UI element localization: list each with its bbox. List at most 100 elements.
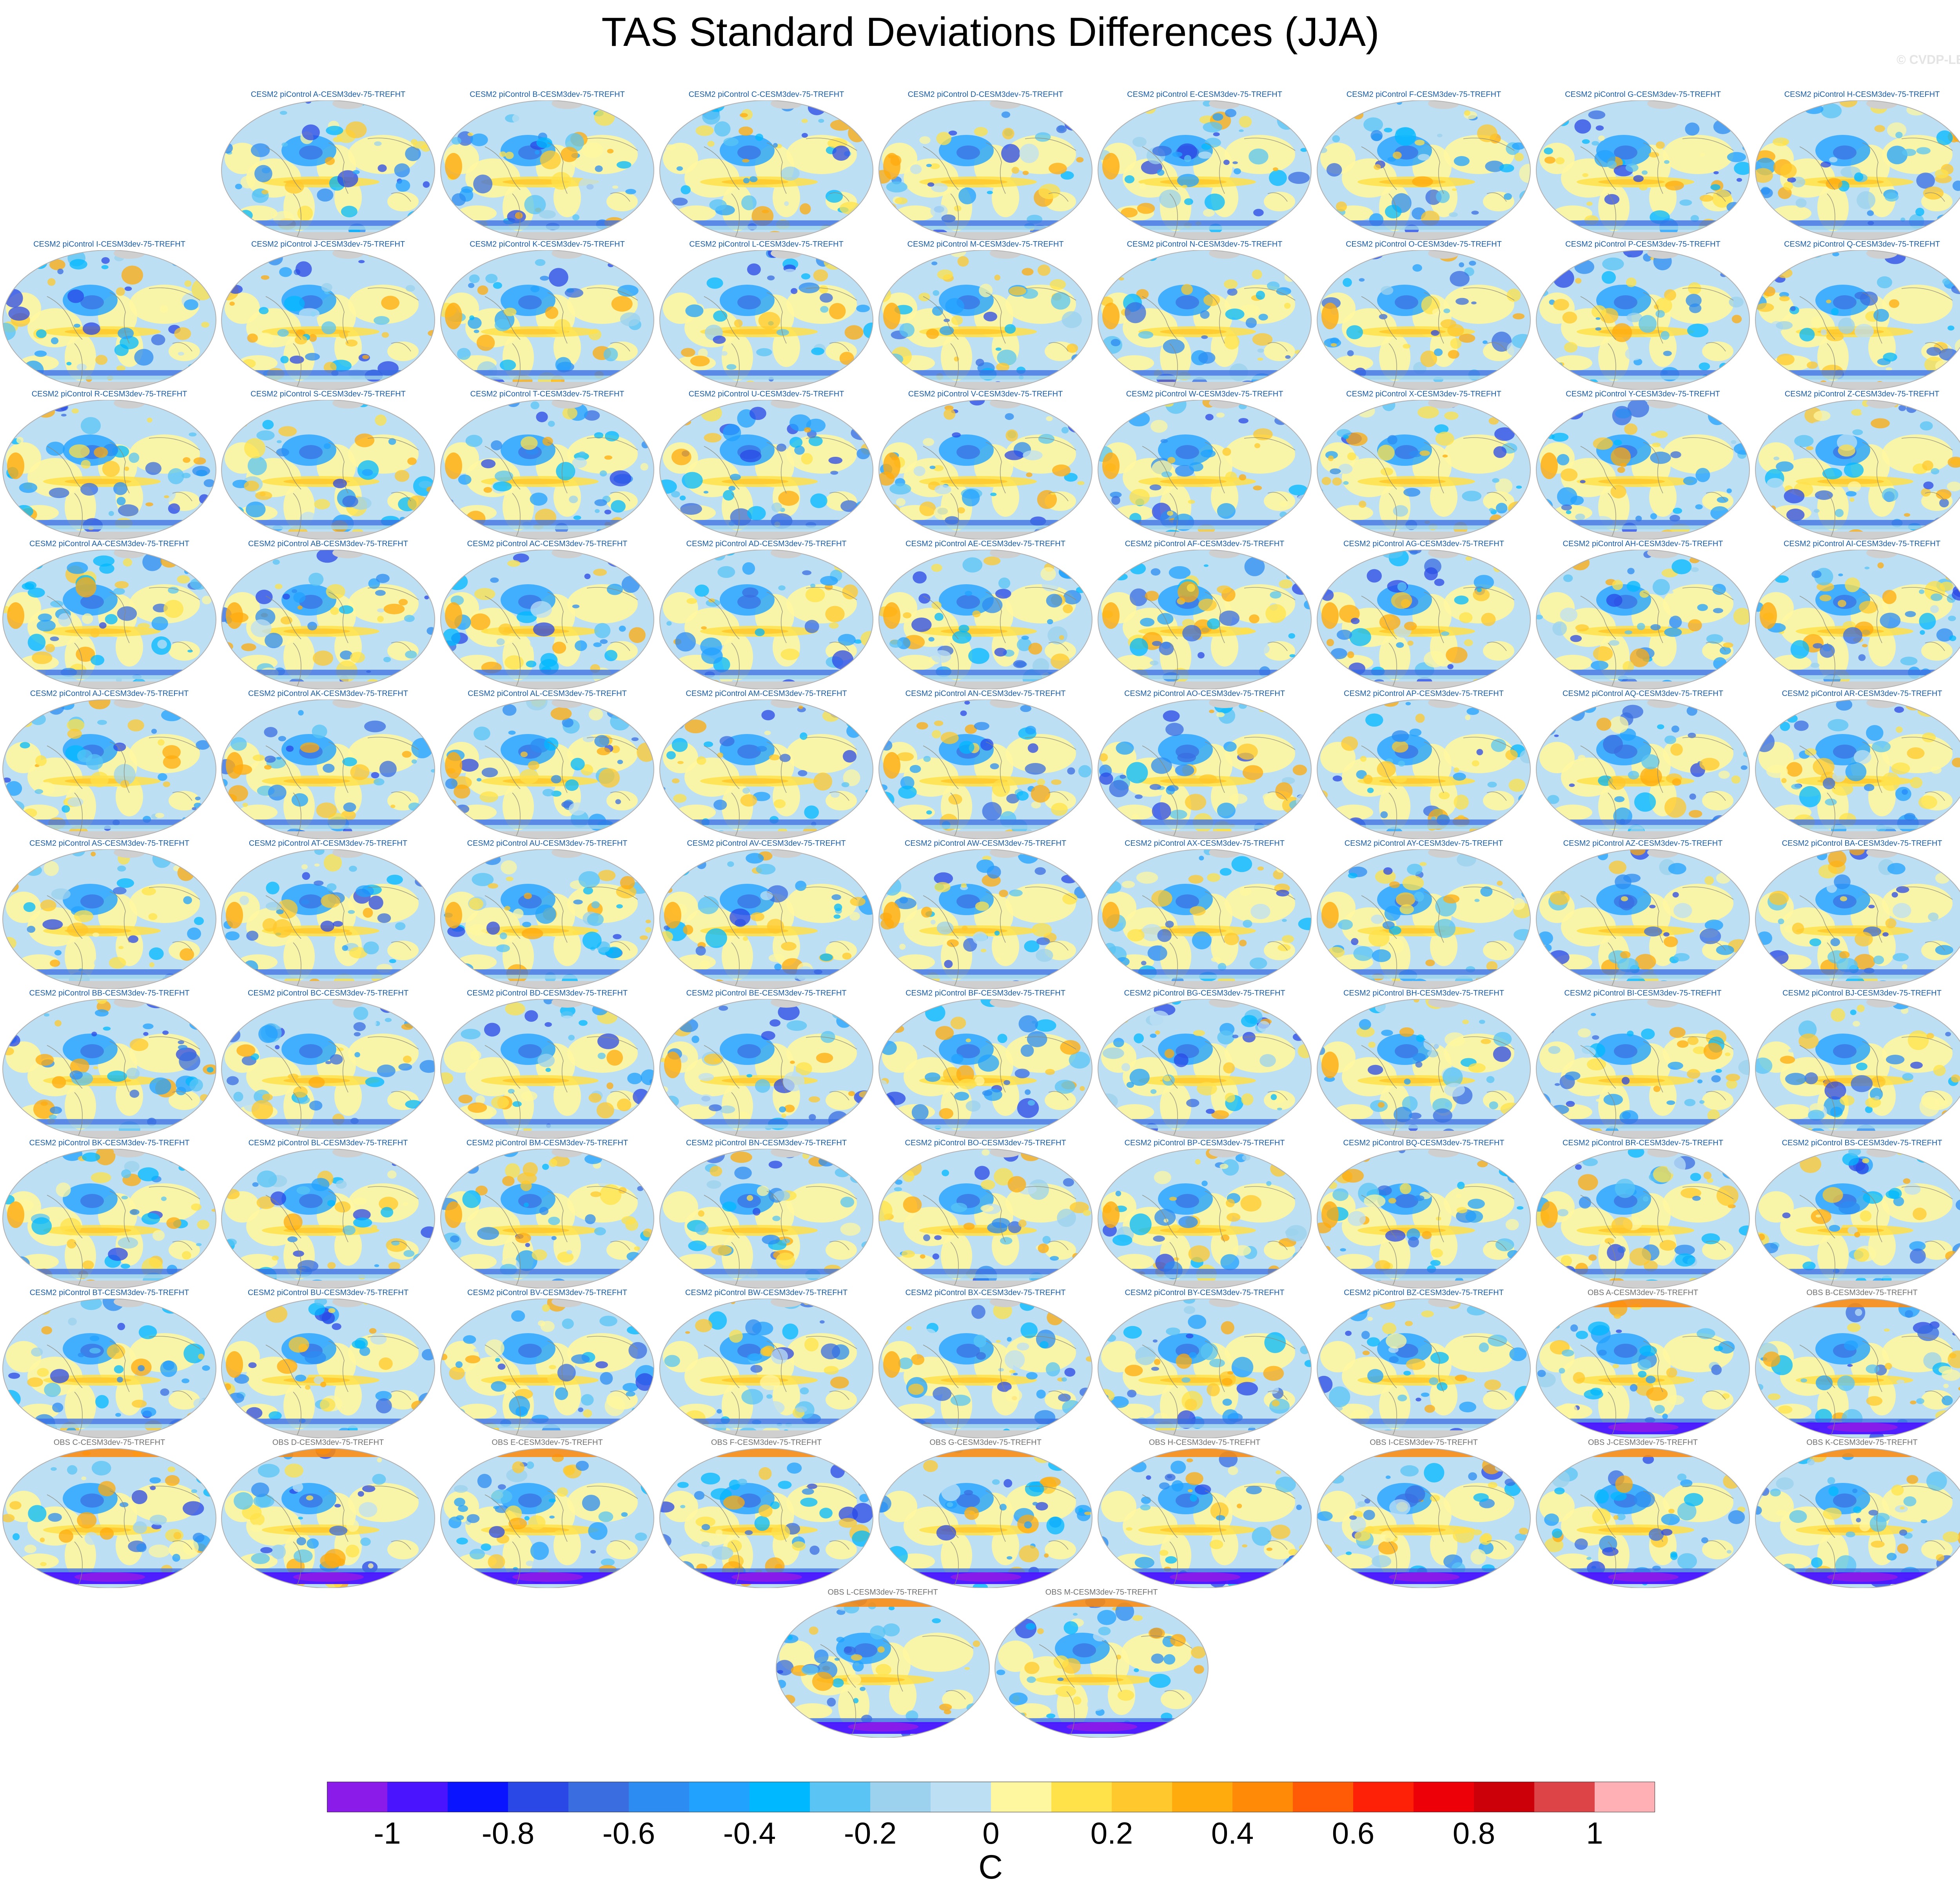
map-panel: CESM2 piControl BR-CESM3dev-75-TREFHT: [1534, 1138, 1752, 1288]
globe-map: [659, 1448, 873, 1588]
map-panel: CESM2 piControl O-CESM3dev-75-TREFHT: [1314, 239, 1533, 390]
panel-title: CESM2 piControl BX-CESM3dev-75-TREFHT: [905, 1288, 1066, 1297]
panel-title: OBS E-CESM3dev-75-TREFHT: [492, 1438, 603, 1447]
globe-map: [1098, 550, 1312, 689]
globe-map: [2, 400, 216, 540]
panel-title: CESM2 piControl AQ-CESM3dev-75-TREFHT: [1562, 689, 1724, 698]
panel-title: CESM2 piControl AP-CESM3dev-75-TREFHT: [1344, 689, 1504, 698]
panel-title: CESM2 piControl BQ-CESM3dev-75-TREFHT: [1343, 1139, 1504, 1147]
map-panel-grid: CESM2 piControl A-CESM3dev-75-TREFHT CESM…: [0, 89, 1960, 1738]
panel-title: OBS M-CESM3dev-75-TREFHT: [1045, 1588, 1158, 1597]
colorbar-bin: [689, 1782, 750, 1812]
colorbar-bin: [1051, 1782, 1112, 1812]
panel-title: CESM2 piControl U-CESM3dev-75-TREFHT: [688, 390, 844, 398]
globe-map: [1098, 250, 1312, 390]
colorbar-tick-label: -1: [374, 1816, 401, 1850]
map-panel: CESM2 piControl H-CESM3dev-75-TREFHT: [1753, 89, 1960, 240]
globe-map: [1317, 1448, 1531, 1588]
globe-map: [1098, 849, 1312, 989]
globe-map: [1536, 1149, 1750, 1288]
panel-title: CESM2 piControl G-CESM3dev-75-TREFHT: [1565, 90, 1721, 99]
colorbar-bin: [1414, 1782, 1474, 1812]
map-panel: CESM2 piControl N-CESM3dev-75-TREFHT: [1095, 239, 1314, 390]
map-panel: CESM2 piControl BT-CESM3dev-75-TREFHT: [0, 1288, 219, 1438]
map-panel: CESM2 piControl BO-CESM3dev-75-TREFHT: [876, 1138, 1095, 1288]
globe-map: [2, 1149, 216, 1288]
panel-title: CESM2 piControl BI-CESM3dev-75-TREFHT: [1564, 989, 1722, 997]
globe-map: [1536, 849, 1750, 989]
panel-title: CESM2 piControl BY-CESM3dev-75-TREFHT: [1125, 1288, 1285, 1297]
globe-map: [440, 1448, 654, 1588]
colorbar-bin: [568, 1782, 629, 1812]
map-panel: CESM2 piControl BA-CESM3dev-75-TREFHT: [1753, 838, 1960, 989]
panel-title: CESM2 piControl E-CESM3dev-75-TREFHT: [1127, 90, 1282, 99]
globe-map: [1536, 699, 1750, 839]
colorbar-bin: [1595, 1782, 1655, 1812]
map-panel: CESM2 piControl F-CESM3dev-75-TREFHT: [1314, 89, 1533, 240]
globe-map: [2, 1448, 216, 1588]
panel-title: CESM2 piControl AT-CESM3dev-75-TREFHT: [249, 839, 408, 848]
map-panel: CESM2 piControl G-CESM3dev-75-TREFHT: [1534, 89, 1752, 240]
globe-map: [1755, 250, 1960, 390]
panel-title: OBS L-CESM3dev-75-TREFHT: [828, 1588, 938, 1597]
globe-map: [878, 250, 1093, 390]
globe-map: [878, 849, 1093, 989]
map-panel: CESM2 piControl M-CESM3dev-75-TREFHT: [876, 239, 1095, 390]
globe-map: [878, 699, 1093, 839]
panel-title: CESM2 piControl AE-CESM3dev-75-TREFHT: [906, 540, 1065, 548]
map-panel: OBS H-CESM3dev-75-TREFHT: [1095, 1437, 1314, 1588]
panel-title: CESM2 piControl BN-CESM3dev-75-TREFHT: [686, 1139, 847, 1147]
globe-map: [1317, 849, 1531, 989]
colorbar-tick-label: 0.6: [1332, 1816, 1375, 1850]
panel-title: CESM2 piControl AL-CESM3dev-75-TREFHT: [468, 689, 627, 698]
map-panel: CESM2 piControl BE-CESM3dev-75-TREFHT: [657, 988, 876, 1139]
map-panel: CESM2 piControl A-CESM3dev-75-TREFHT: [219, 89, 437, 240]
globe-map: [659, 1299, 873, 1438]
map-panel: CESM2 piControl BH-CESM3dev-75-TREFHT: [1314, 988, 1533, 1139]
globe-map: [878, 550, 1093, 689]
colorbar-bin: [327, 1782, 388, 1812]
panel-title: CESM2 piControl J-CESM3dev-75-TREFHT: [251, 240, 405, 249]
globe-map: [1536, 999, 1750, 1139]
panel-title: CESM2 piControl BG-CESM3dev-75-TREFHT: [1124, 989, 1285, 997]
map-panel: CESM2 piControl Z-CESM3dev-75-TREFHT: [1753, 389, 1960, 540]
map-panel: CESM2 piControl V-CESM3dev-75-TREFHT: [876, 389, 1095, 540]
colorbar-bin: [448, 1782, 508, 1812]
panel-title: CESM2 piControl AN-CESM3dev-75-TREFHT: [905, 689, 1066, 698]
globe-map: [2, 250, 216, 390]
map-panel: CESM2 piControl BX-CESM3dev-75-TREFHT: [876, 1288, 1095, 1438]
figure-title: TAS Standard Deviations Differences (JJA…: [601, 9, 1379, 55]
panel-title: CESM2 piControl AY-CESM3dev-75-TREFHT: [1344, 839, 1503, 848]
panel-title: CESM2 piControl BK-CESM3dev-75-TREFHT: [29, 1139, 190, 1147]
panel-title: CESM2 piControl AV-CESM3dev-75-TREFHT: [687, 839, 846, 848]
map-panel: OBS K-CESM3dev-75-TREFHT: [1753, 1437, 1960, 1588]
map-panel: CESM2 piControl AY-CESM3dev-75-TREFHT: [1314, 838, 1533, 989]
panel-title: CESM2 piControl BO-CESM3dev-75-TREFHT: [905, 1139, 1066, 1147]
panel-title: CESM2 piControl BM-CESM3dev-75-TREFHT: [466, 1139, 628, 1147]
map-panel: CESM2 piControl AF-CESM3dev-75-TREFHT: [1095, 539, 1314, 689]
globe-map: [1098, 1149, 1312, 1288]
globe-map: [221, 1299, 435, 1438]
panel-title: CESM2 piControl AU-CESM3dev-75-TREFHT: [467, 839, 628, 848]
panel-title: CESM2 piControl N-CESM3dev-75-TREFHT: [1127, 240, 1283, 249]
globe-map: [659, 699, 873, 839]
map-panel: CESM2 piControl AC-CESM3dev-75-TREFHT: [438, 539, 657, 689]
map-panel: CESM2 piControl D-CESM3dev-75-TREFHT: [876, 89, 1095, 240]
globe-map: [1317, 1149, 1531, 1288]
globe-map: [221, 699, 435, 839]
globe-map: [1317, 1299, 1531, 1438]
map-panel: OBS I-CESM3dev-75-TREFHT: [1314, 1437, 1533, 1588]
globe-map: [1755, 400, 1960, 540]
map-panel: CESM2 piControl BW-CESM3dev-75-TREFHT: [657, 1288, 876, 1438]
panel-title: CESM2 piControl BW-CESM3dev-75-TREFHT: [685, 1288, 848, 1297]
map-panel: OBS D-CESM3dev-75-TREFHT: [219, 1437, 437, 1588]
map-panel: CESM2 piControl AU-CESM3dev-75-TREFHT: [438, 838, 657, 989]
globe-map: [1317, 100, 1531, 240]
map-panel: CESM2 piControl AW-CESM3dev-75-TREFHT: [876, 838, 1095, 989]
panel-title: CESM2 piControl Z-CESM3dev-75-TREFHT: [1784, 390, 1940, 398]
panel-title: CESM2 piControl BL-CESM3dev-75-TREFHT: [248, 1139, 408, 1147]
panel-title: CESM2 piControl AI-CESM3dev-75-TREFHT: [1783, 540, 1941, 548]
panel-title: CESM2 piControl AH-CESM3dev-75-TREFHT: [1563, 540, 1723, 548]
globe-map: [2, 699, 216, 839]
panel-title: CESM2 piControl AB-CESM3dev-75-TREFHT: [248, 540, 408, 548]
